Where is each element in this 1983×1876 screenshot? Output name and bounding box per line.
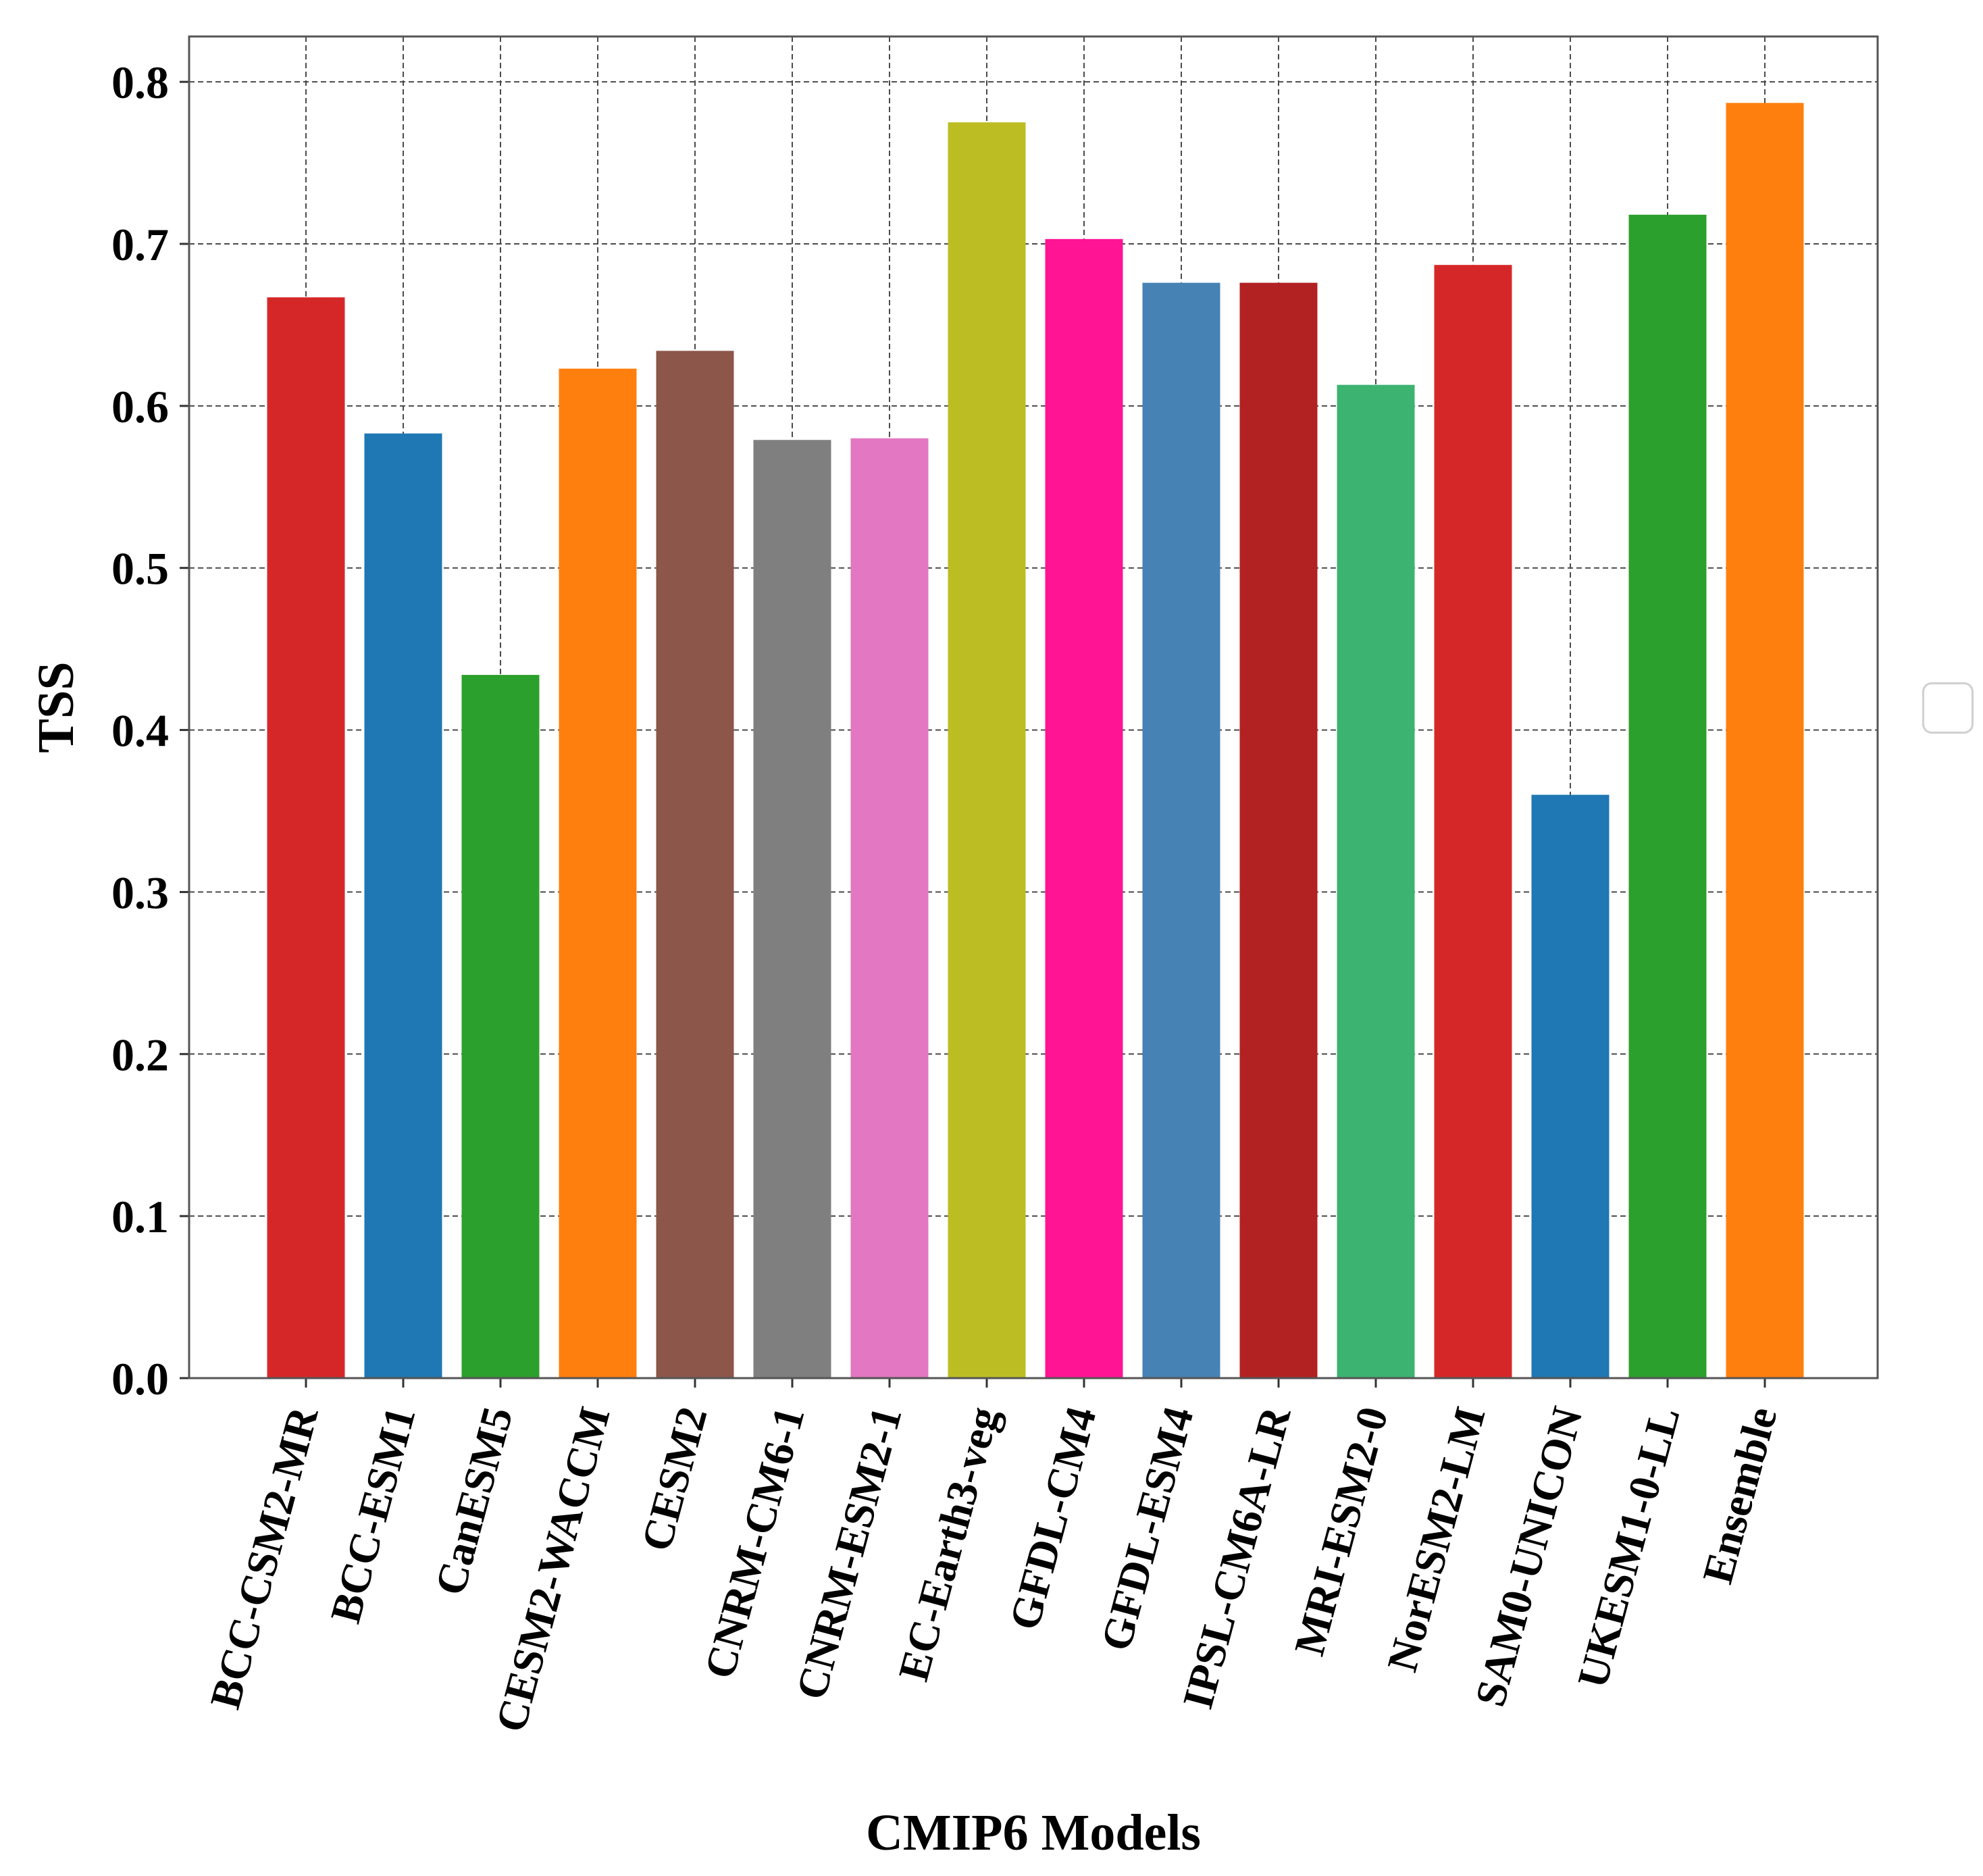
bar (1531, 794, 1609, 1378)
x-tick-label: CESM2 (632, 1402, 717, 1556)
x-tick-label: GFDL-CM4 (1000, 1402, 1106, 1635)
bar (1434, 265, 1512, 1378)
bar (559, 368, 637, 1378)
x-tick-label: MRI-ESM2-0 (1285, 1402, 1397, 1660)
x-tick-label: BCC-CSM2-MR (201, 1401, 327, 1713)
bar (461, 675, 540, 1378)
x-tick-label: UKESM1-0-LL (1568, 1402, 1689, 1693)
bar (1045, 238, 1123, 1378)
bars (267, 103, 1804, 1379)
y-tick-label: 0.7 (111, 219, 169, 270)
y-tick-label: 0.6 (111, 381, 169, 432)
y-axis-ticks: 0.0 0.1 0.2 0.3 0.4 0.5 0.6 0.7 0.8 (111, 57, 189, 1404)
plot-frame (188, 35, 1879, 1379)
y-tick-label: 0.0 (111, 1353, 169, 1404)
bar (656, 351, 734, 1378)
x-tick-label: Ensemble (1693, 1402, 1786, 1588)
x-tick-label: CNRM-CM6-1 (695, 1402, 813, 1683)
bar (1726, 103, 1804, 1378)
x-axis-label: CMIP6 Models (866, 1804, 1201, 1861)
x-tick-label: BCC-ESM1 (321, 1402, 424, 1627)
bar (948, 122, 1026, 1379)
bar (1142, 282, 1220, 1378)
y-tick-label: 0.2 (111, 1029, 169, 1080)
grid-lines (189, 36, 1878, 1378)
y-tick-label: 0.8 (111, 57, 169, 108)
bar (1239, 282, 1318, 1378)
x-tick-label: NorESM2-LM (1378, 1402, 1495, 1676)
x-tick-label: CanESM5 (426, 1402, 521, 1600)
y-tick-label: 0.4 (111, 705, 169, 757)
y-tick-label: 0.3 (111, 867, 169, 918)
x-tick-label: EC-Earth3-veg (889, 1402, 1008, 1685)
y-tick-label: 0.1 (111, 1191, 169, 1242)
legend-box (1922, 682, 1974, 734)
y-tick-label: 0.5 (111, 543, 169, 594)
bar (364, 433, 442, 1378)
bar (1628, 214, 1707, 1378)
x-tick-label: GFDL-ESM4 (1091, 1402, 1202, 1656)
bar (753, 440, 831, 1378)
y-axis-label: TSS (28, 661, 84, 753)
bar (267, 297, 345, 1379)
bar (850, 438, 929, 1378)
bar (1337, 384, 1415, 1378)
